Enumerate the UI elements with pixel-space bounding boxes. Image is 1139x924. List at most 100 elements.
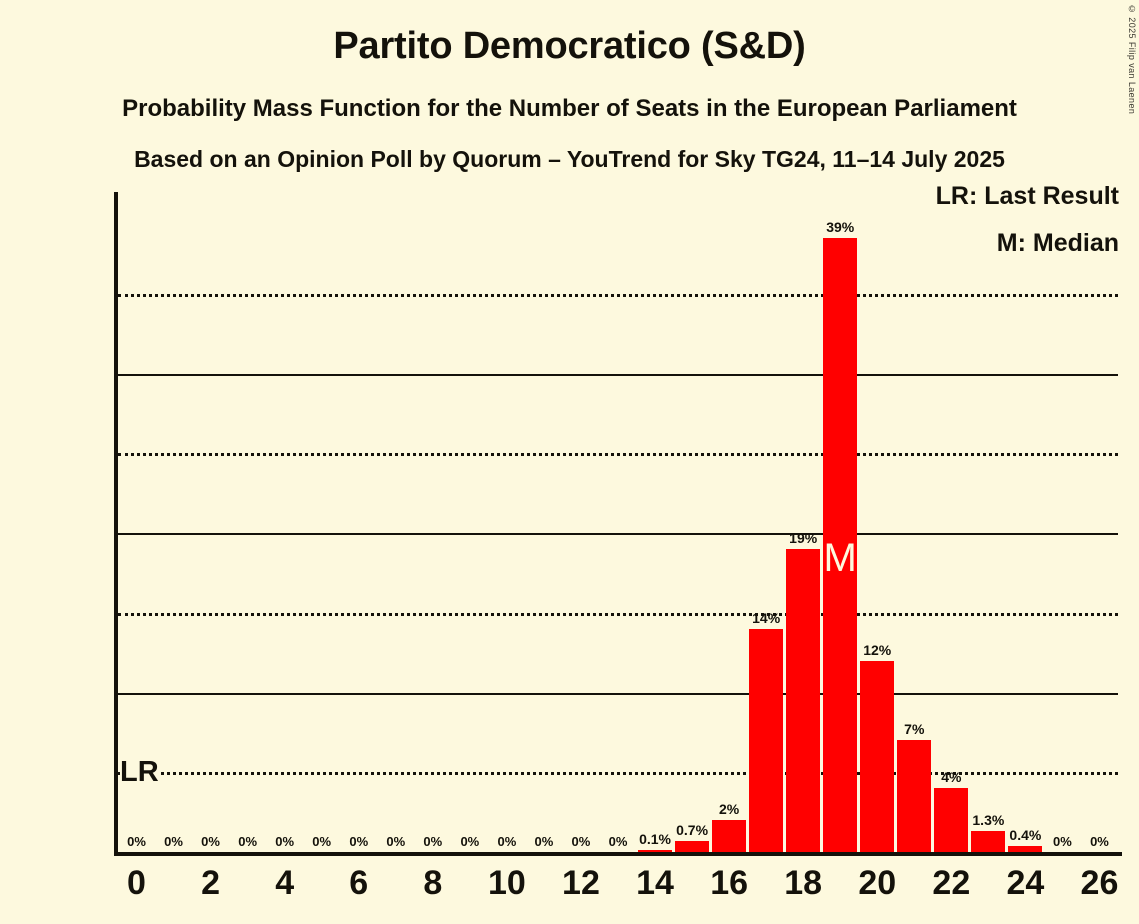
x-tick-label-18: 18	[784, 864, 823, 902]
bar-21[interactable]	[897, 740, 932, 852]
median-marker: M	[823, 536, 857, 581]
bar-value-label-20: 12%	[863, 641, 892, 658]
bar-slot-1: 0%	[155, 192, 192, 852]
bar-value-label-26: 0%	[1090, 834, 1109, 849]
bar-value-label-19: 39%	[826, 219, 855, 236]
bar-value-label-2: 0%	[201, 834, 220, 849]
bar-slot-21: 7%	[896, 192, 933, 852]
bar-value-label-23: 1.3%	[972, 812, 1005, 829]
bar-slot-20: 12%	[859, 192, 896, 852]
bar-slot-5: 0%	[303, 192, 340, 852]
bar-slot-22: 4%	[933, 192, 970, 852]
gridline-solid-20	[118, 533, 1118, 536]
bar-slot-0: 0%	[118, 192, 155, 852]
bar-slot-24: 0.4%	[1007, 192, 1044, 852]
bar-slot-10: 0%	[488, 192, 525, 852]
bar-value-label-22: 4%	[941, 769, 962, 786]
bar-15[interactable]	[675, 840, 710, 852]
bar-value-label-6: 0%	[349, 834, 369, 849]
bar-16[interactable]	[712, 820, 747, 852]
legend-last-result: LR: Last Result	[935, 182, 1119, 210]
bar-22[interactable]	[934, 788, 969, 852]
copyright-notice: © 2025 Filip van Laenen	[1127, 4, 1137, 115]
bar-slot-8: 0%	[414, 192, 451, 852]
chart-legend: LR: Last Result M: Median	[936, 184, 1119, 256]
bar-value-label-14: 0.1%	[639, 831, 671, 848]
bar-17[interactable]	[749, 628, 784, 852]
bar-value-label-5: 0%	[312, 834, 332, 849]
bar-value-label-11: 0%	[534, 834, 554, 849]
bar-value-label-7: 0%	[386, 834, 406, 849]
bar-20[interactable]	[860, 660, 895, 852]
bar-slot-25: 0%	[1044, 192, 1081, 852]
bar-slot-19: 39% M	[822, 192, 859, 852]
x-tick-label-24: 24	[1006, 864, 1045, 902]
gridline-dotted-15	[118, 612, 1118, 616]
gridline-dotted-25	[118, 453, 1118, 457]
x-tick-label-16: 16	[710, 864, 749, 902]
bar-slot-2: 0%	[192, 192, 229, 852]
x-tick-label-6: 6	[349, 864, 369, 902]
bar-slot-13: 0%	[599, 192, 636, 852]
bar-slot-7: 0%	[377, 192, 414, 852]
bar-14[interactable]	[638, 850, 673, 852]
x-tick-label-26: 26	[1080, 864, 1119, 902]
bar-slot-17: 14%	[748, 192, 785, 852]
bar-value-label-13: 0%	[608, 834, 628, 849]
gridline-dotted-35	[118, 294, 1118, 298]
bar-slot-12: 0%	[562, 192, 599, 852]
bar-slot-26: 0%	[1081, 192, 1118, 852]
bar-slot-9: 0%	[451, 192, 488, 852]
bar-slot-6: 0%	[340, 192, 377, 852]
legend-median: M: Median	[996, 229, 1119, 257]
bar-value-label-15: 0.7%	[676, 821, 709, 838]
bar-value-label-21: 7%	[904, 721, 925, 738]
gridline-solid-10	[118, 692, 1118, 695]
bar-slot-18: 19%	[785, 192, 822, 852]
bar-value-label-25: 0%	[1053, 834, 1072, 849]
last-result-marker: LR	[120, 756, 161, 789]
x-tick-label-4: 4	[275, 864, 295, 902]
x-tick-label-8: 8	[423, 864, 443, 902]
bar-value-label-4: 0%	[275, 834, 295, 849]
bar-slot-16: 2%	[711, 192, 748, 852]
chart-source-line: Based on an Opinion Poll by Quorum – You…	[134, 146, 1005, 172]
bar-value-label-0: 0%	[127, 834, 146, 849]
bar-slot-3: 0%	[229, 192, 266, 852]
bar-value-label-24: 0.4%	[1009, 826, 1042, 843]
gridline-solid-30	[118, 373, 1118, 376]
x-tick-label-10: 10	[487, 864, 526, 902]
y-axis-line	[114, 192, 118, 856]
bar-value-label-3: 0%	[238, 834, 258, 849]
bar-18[interactable]	[786, 549, 821, 852]
x-tick-label-22: 22	[932, 864, 971, 902]
plot-area: 10%20%30% 0%0%0%0%0%0%0%0%0%0%0%0%0%0%0.…	[114, 192, 1122, 856]
bar-slot-23: 1.3%	[970, 192, 1007, 852]
bar-value-label-17: 14%	[752, 609, 781, 626]
page-title: Partito Democratico (S&D)	[333, 25, 806, 67]
bar-value-label-18: 19%	[789, 530, 818, 547]
x-axis-line	[114, 852, 1122, 856]
x-tick-label-20: 20	[858, 864, 897, 902]
bar-slot-4: 0%	[266, 192, 303, 852]
x-tick-label-0: 0	[127, 864, 146, 902]
bar-value-label-16: 2%	[718, 801, 740, 818]
bar-slot-11: 0%	[525, 192, 562, 852]
x-axis-ticks: 0 2 4 6 8 10 12 14 16 18 20 22 24 26	[118, 866, 1118, 916]
bar-23[interactable]	[971, 831, 1006, 852]
x-tick-label-14: 14	[636, 864, 674, 902]
chart-header: Partito Democratico (S&D) Probability Ma…	[0, 0, 1139, 171]
bar-slot-15: 0.7%	[674, 192, 711, 852]
bar-slot-14: 0.1%	[637, 192, 674, 852]
chart-subtitle: Probability Mass Function for the Number…	[122, 95, 1017, 122]
bar-19[interactable]	[823, 238, 858, 852]
bar-24[interactable]	[1008, 845, 1043, 852]
x-tick-label-12: 12	[562, 864, 600, 902]
x-tick-label-2: 2	[201, 864, 221, 902]
bar-value-label-10: 0%	[497, 834, 517, 849]
bar-value-label-9: 0%	[460, 834, 480, 849]
bar-value-label-1: 0%	[164, 834, 183, 849]
gridline-dotted-5	[118, 772, 1118, 776]
bar-value-label-12: 0%	[571, 834, 591, 849]
bar-value-label-8: 0%	[423, 834, 443, 849]
